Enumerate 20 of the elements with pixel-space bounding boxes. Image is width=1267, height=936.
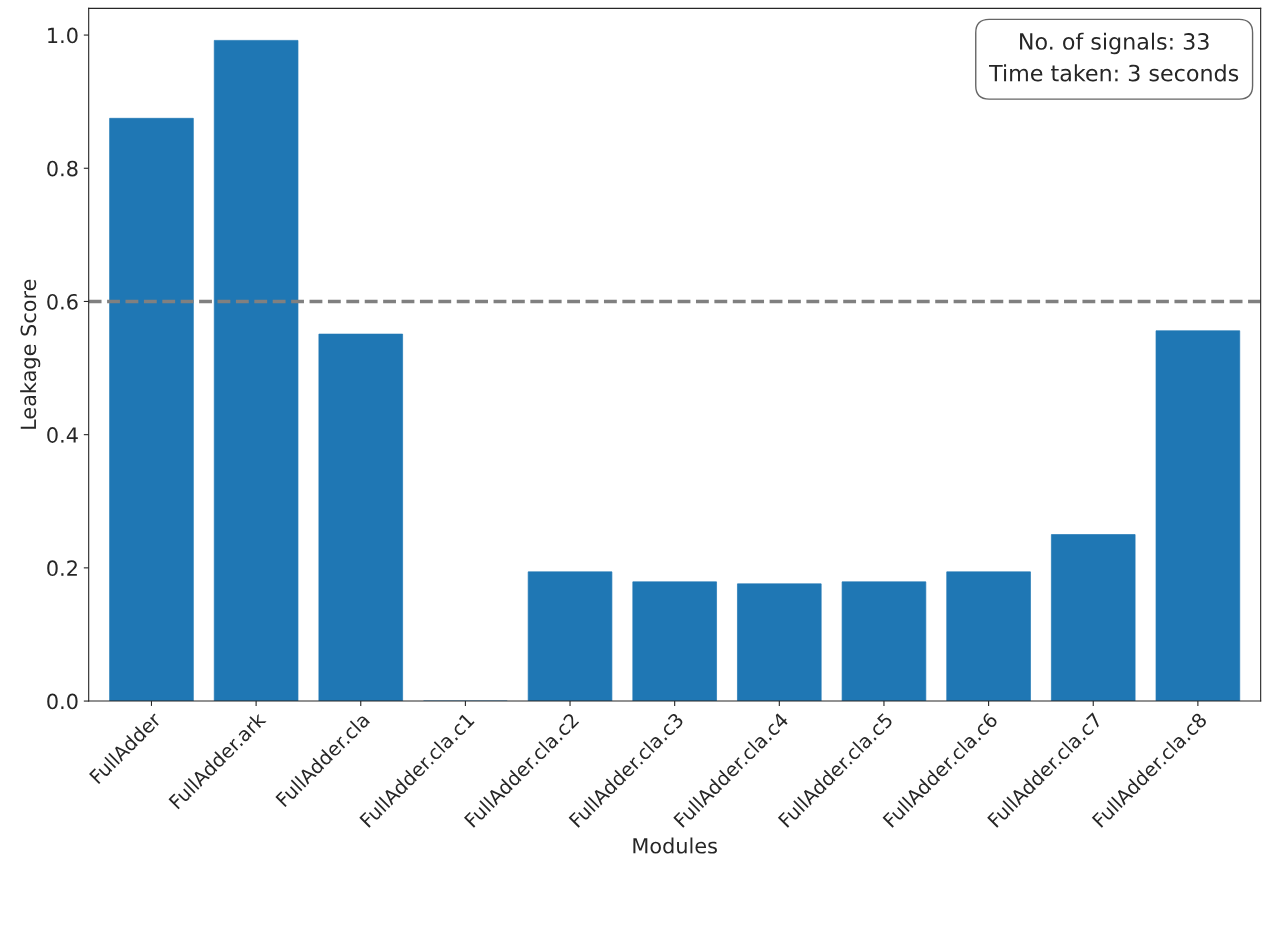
y-tick-label: 0.4 [47, 427, 78, 443]
bar [318, 333, 403, 702]
bar [213, 40, 299, 702]
bar [632, 581, 717, 702]
y-tick-label: 0.0 [47, 693, 78, 710]
bar [1051, 534, 1136, 702]
y-tick-label: 0.6 [47, 293, 78, 310]
y-tick-label: 0.2 [47, 560, 77, 577]
bar [1155, 330, 1241, 702]
y-axis-title: Leakage Score [20, 279, 41, 429]
x-axis-title: Modules [633, 837, 717, 854]
bar [841, 581, 927, 702]
annotation: Time taken: 3 seconds [989, 64, 1239, 82]
bar [946, 571, 1031, 702]
bar [737, 583, 822, 702]
y-tick-label: 1.0 [48, 27, 78, 44]
bar [109, 117, 194, 702]
annotation: No. of signals: 33 [1020, 32, 1209, 55]
bar [527, 571, 613, 702]
y-tick-label: 0.8 [47, 160, 78, 177]
